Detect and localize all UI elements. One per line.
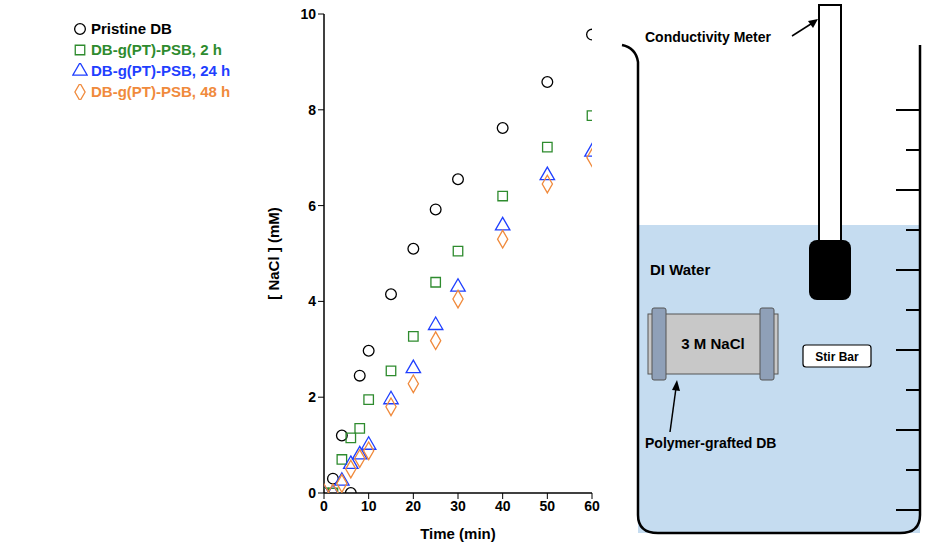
svg-text:Time (min): Time (min): [420, 525, 496, 542]
svg-text:6: 6: [308, 198, 316, 214]
svg-text:Polymer-grafted DB: Polymer-grafted DB: [645, 435, 776, 451]
svg-text:Conductivity Meter: Conductivity Meter: [645, 29, 772, 45]
html-text:DB-g(PT)-PSB, 2 h: DB-g(PT)-PSB, 2 h: [91, 41, 222, 58]
svg-text:60: 60: [584, 498, 600, 514]
svg-text:4: 4: [308, 293, 316, 309]
svg-text:40: 40: [495, 498, 511, 514]
svg-text:50: 50: [540, 498, 556, 514]
svg-text:10: 10: [361, 498, 377, 514]
html-text:DB-g(PT)-PSB, 48 h: DB-g(PT)-PSB, 48 h: [91, 83, 231, 100]
svg-text:[ NaCl ] (mM): [ NaCl ] (mM): [265, 207, 282, 300]
svg-text:0: 0: [308, 485, 316, 501]
svg-text:8: 8: [308, 102, 316, 118]
svg-text:2: 2: [308, 389, 316, 405]
svg-text:Stir Bar: Stir Bar: [815, 350, 859, 364]
svg-text:20: 20: [406, 498, 422, 514]
svg-text:3 M NaCl: 3 M NaCl: [681, 335, 744, 352]
svg-text:30: 30: [450, 498, 466, 514]
html-text:DB-g(PT)-PSB, 24 h: DB-g(PT)-PSB, 24 h: [91, 62, 231, 79]
svg-text:0: 0: [320, 498, 328, 514]
svg-text:DI Water: DI Water: [650, 261, 710, 278]
svg-text:10: 10: [300, 6, 316, 22]
html-text:Pristine DB: Pristine DB: [91, 20, 172, 37]
